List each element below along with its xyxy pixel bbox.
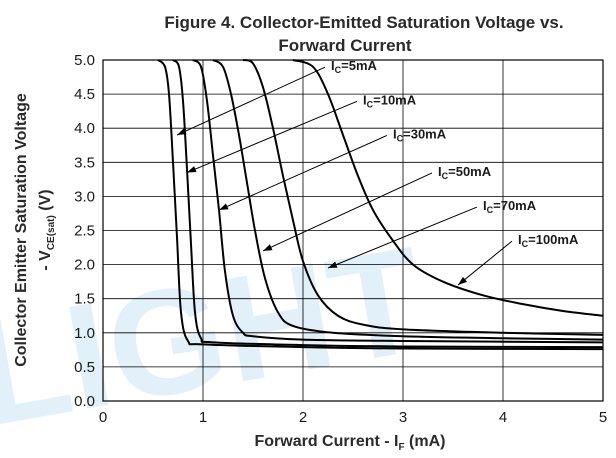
x-tick-label: 5: [599, 409, 607, 426]
series-label-leader: [262, 172, 433, 252]
series-label-arrowhead: [219, 203, 229, 211]
series-label: IC=100mA: [518, 232, 579, 249]
chart-title-line-1: Figure 4. Collector-Emitted Saturation V…: [164, 13, 563, 32]
y-tick-label: 4.5: [74, 86, 95, 103]
y-tick-label: 3.5: [74, 154, 95, 171]
series-line-ic-5ma: [157, 59, 604, 351]
y-tick-label: 1.5: [74, 291, 95, 308]
y-tick-label: 1.0: [74, 325, 95, 342]
x-axis-title: Forward Current - IF (mA): [254, 433, 445, 453]
series-label-arrowhead: [328, 261, 338, 269]
y-tick-label: 2.5: [74, 223, 95, 240]
series-label: IC=50mA: [438, 164, 492, 181]
series-label: IC=70mA: [483, 198, 537, 215]
series-layer: [157, 59, 604, 351]
series-label-arrowhead: [263, 244, 273, 251]
series-line-ic-10ma: [172, 59, 604, 349]
series-label-leader: [327, 206, 478, 269]
y-axis-title: Collector Emitter Saturation Voltage - V…: [13, 93, 57, 367]
x-tick-label: 4: [499, 409, 507, 426]
y-tick-label: 0.0: [74, 393, 95, 410]
y-tick-label: 5.0: [74, 52, 95, 69]
series-line-ic-50ma: [212, 59, 604, 341]
series-label-arrowhead: [458, 276, 468, 286]
chart-title: Figure 4. Collector-Emitted Saturation V…: [164, 13, 563, 55]
y-tick-label: 0.5: [74, 359, 95, 376]
series-line-ic-70ma: [242, 59, 604, 336]
plot-area: [102, 59, 604, 402]
x-tick-label: 0: [99, 409, 107, 426]
series-label: IC=5mA: [331, 58, 378, 75]
y-axis-ticks: 0.0 0.5 1.0 1.5 2.0 2.5 3.0 3.5 4.0 4.5 5.0: [74, 52, 95, 410]
series-label-leader: [176, 66, 326, 136]
series-labels: IC=5mA IC=10mA IC=30mA IC=50mA IC=70mA IC=100…: [176, 58, 579, 286]
series-label: IC=10mA: [363, 92, 417, 109]
y-axis-title-line-1: Collector Emitter Saturation Voltage: [13, 93, 30, 367]
series-line-ic-100ma: [292, 59, 604, 317]
x-axis-ticks: 0 1 2 3 4 5: [99, 409, 607, 426]
series-label-arrowhead: [177, 128, 187, 136]
y-tick-label: 2.0: [74, 257, 95, 274]
chart-title-line-2: Forward Current: [278, 36, 412, 55]
series-label-leader: [186, 100, 358, 173]
y-tick-label: 3.0: [74, 188, 95, 205]
x-tick-label: 2: [299, 409, 307, 426]
series-label: IC=30mA: [393, 126, 447, 143]
series-label-leader: [218, 134, 388, 211]
x-tick-label: 3: [399, 409, 407, 426]
y-axis-title-line-2: - VCE(sat) (V): [37, 189, 57, 270]
series-label-leader: [457, 240, 513, 286]
y-tick-label: 4.0: [74, 120, 95, 137]
series-line-ic-30ma: [192, 59, 604, 344]
x-tick-label: 1: [199, 409, 207, 426]
series-label-arrowhead: [187, 166, 197, 173]
